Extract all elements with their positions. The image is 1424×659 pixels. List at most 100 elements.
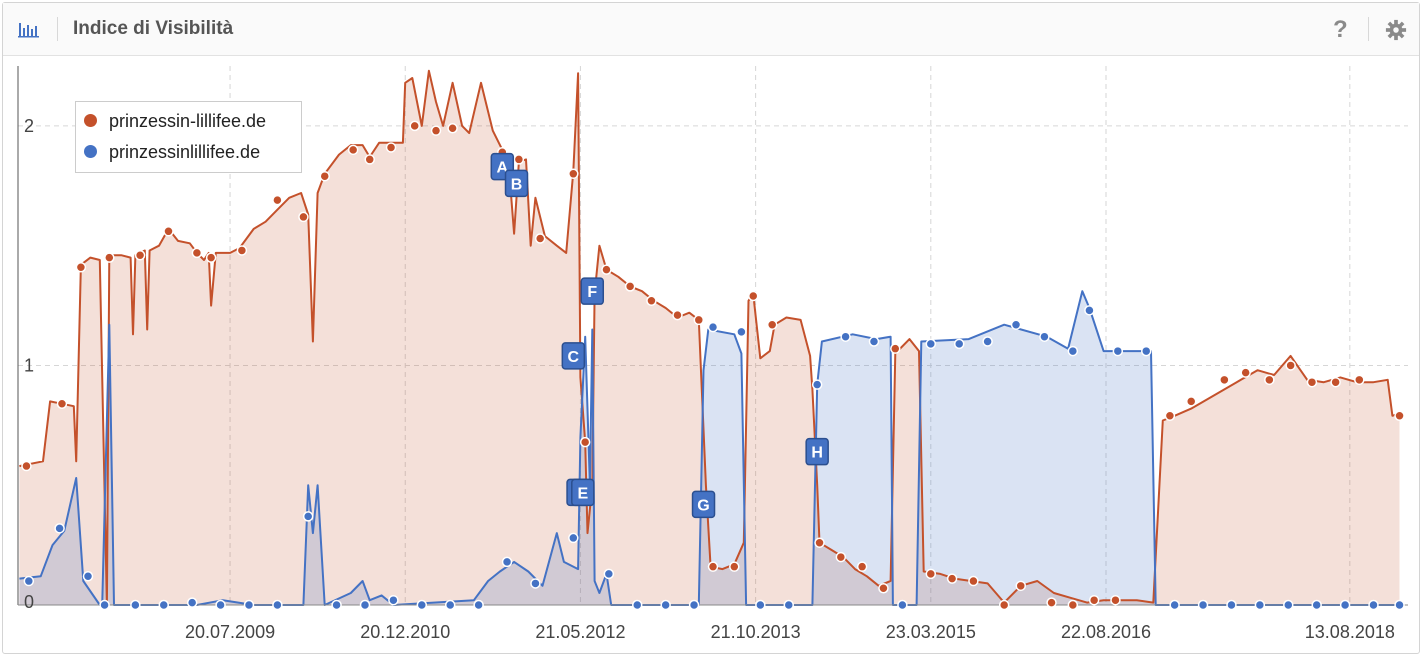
data-point [729, 561, 740, 572]
data-point [953, 338, 965, 350]
data-point [693, 314, 705, 326]
data-point [205, 252, 217, 263]
data-point [388, 594, 399, 606]
data-point [534, 233, 546, 244]
data-point [75, 261, 87, 273]
data-point [783, 599, 795, 611]
x-tick-label: 13.08.2018 [1305, 622, 1395, 642]
data-point [1394, 599, 1405, 611]
data-point [707, 321, 719, 333]
data-point [897, 599, 908, 611]
legend-dot [84, 113, 97, 127]
data-point [54, 523, 65, 534]
data-point [1110, 594, 1121, 606]
data-point [672, 309, 683, 321]
data-point [1046, 597, 1057, 608]
data-point [272, 194, 283, 206]
x-tick-label: 20.12.2010 [360, 622, 450, 642]
data-point [347, 144, 359, 156]
header-divider [1368, 17, 1369, 41]
data-point [1185, 396, 1197, 407]
data-point [1354, 374, 1365, 386]
data-point [1169, 599, 1180, 611]
y-tick-label: 2 [24, 116, 34, 136]
data-point [1067, 345, 1079, 357]
data-point [243, 599, 255, 611]
data-point [298, 211, 309, 223]
data-point [416, 599, 428, 611]
data-point [766, 319, 778, 330]
data-point [1226, 599, 1237, 611]
annotation-label: C [568, 349, 580, 366]
gear-icon[interactable] [1385, 19, 1407, 41]
data-point [186, 597, 198, 608]
chart-legend: prinzessin-lillifee.de prinzessinlillife… [75, 101, 302, 173]
data-point [814, 537, 825, 548]
legend-label: prinzessinlillifee.de [109, 142, 261, 162]
data-point [1285, 360, 1296, 371]
data-point [1197, 599, 1209, 611]
data-point [409, 120, 420, 132]
annotation-label: G [697, 497, 709, 514]
data-point [1164, 410, 1176, 422]
data-point [215, 599, 226, 611]
legend-dot [84, 144, 97, 158]
annotation-marker-f [580, 277, 605, 305]
data-point [601, 264, 612, 275]
x-tick-label: 22.08.2016 [1061, 622, 1151, 642]
data-point [1088, 594, 1100, 606]
data-point [513, 154, 525, 165]
legend-item-series2[interactable]: prinzessinlillifee.de [84, 142, 260, 166]
data-point [603, 568, 615, 580]
data-point [272, 599, 283, 611]
bar-chart-icon[interactable] [17, 19, 41, 39]
data-point [473, 599, 484, 611]
data-point [624, 281, 636, 292]
data-point [319, 170, 330, 182]
data-point [130, 599, 141, 611]
annotation-label: B [511, 176, 523, 193]
data-point [1311, 599, 1322, 611]
data-point [868, 336, 880, 347]
data-point [998, 599, 1010, 611]
data-point [856, 561, 868, 572]
annotation-marker-c [561, 342, 586, 370]
data-point [660, 599, 671, 611]
data-point [736, 326, 747, 338]
annotation-marker-e [571, 478, 595, 507]
data-point [236, 245, 248, 256]
data-point [1010, 319, 1022, 330]
x-tick-label: 20.07.2009 [185, 622, 275, 642]
data-point [925, 338, 937, 350]
data-point [968, 575, 979, 587]
annotation-marker-b [504, 169, 529, 198]
data-point [1283, 599, 1294, 611]
y-tick-label: 1 [24, 355, 34, 375]
data-point [568, 532, 579, 544]
question-icon[interactable]: ? [1333, 16, 1348, 43]
data-point [385, 142, 397, 153]
data-point [1067, 599, 1079, 611]
data-point [1112, 345, 1124, 357]
data-point [1015, 580, 1027, 592]
annotation-marker-g [691, 490, 716, 519]
x-tick-label: 23.03.2015 [886, 622, 976, 642]
data-point [982, 336, 993, 347]
data-point [530, 578, 541, 589]
data-point [878, 582, 889, 594]
data-point [134, 249, 146, 261]
data-point [1306, 376, 1318, 388]
data-point [1368, 599, 1379, 611]
x-tick-label: 21.10.2013 [711, 622, 801, 642]
data-point [56, 398, 68, 410]
annotation-label: F [587, 284, 597, 301]
data-point [1240, 367, 1251, 378]
legend-item-series1[interactable]: prinzessin-lillifee.de [84, 111, 266, 135]
data-point [631, 599, 643, 611]
data-point [755, 599, 766, 611]
panel-title: Indice di Visibilità [73, 18, 234, 39]
data-point [1039, 331, 1050, 342]
data-point [1254, 599, 1266, 611]
data-point [104, 252, 115, 263]
